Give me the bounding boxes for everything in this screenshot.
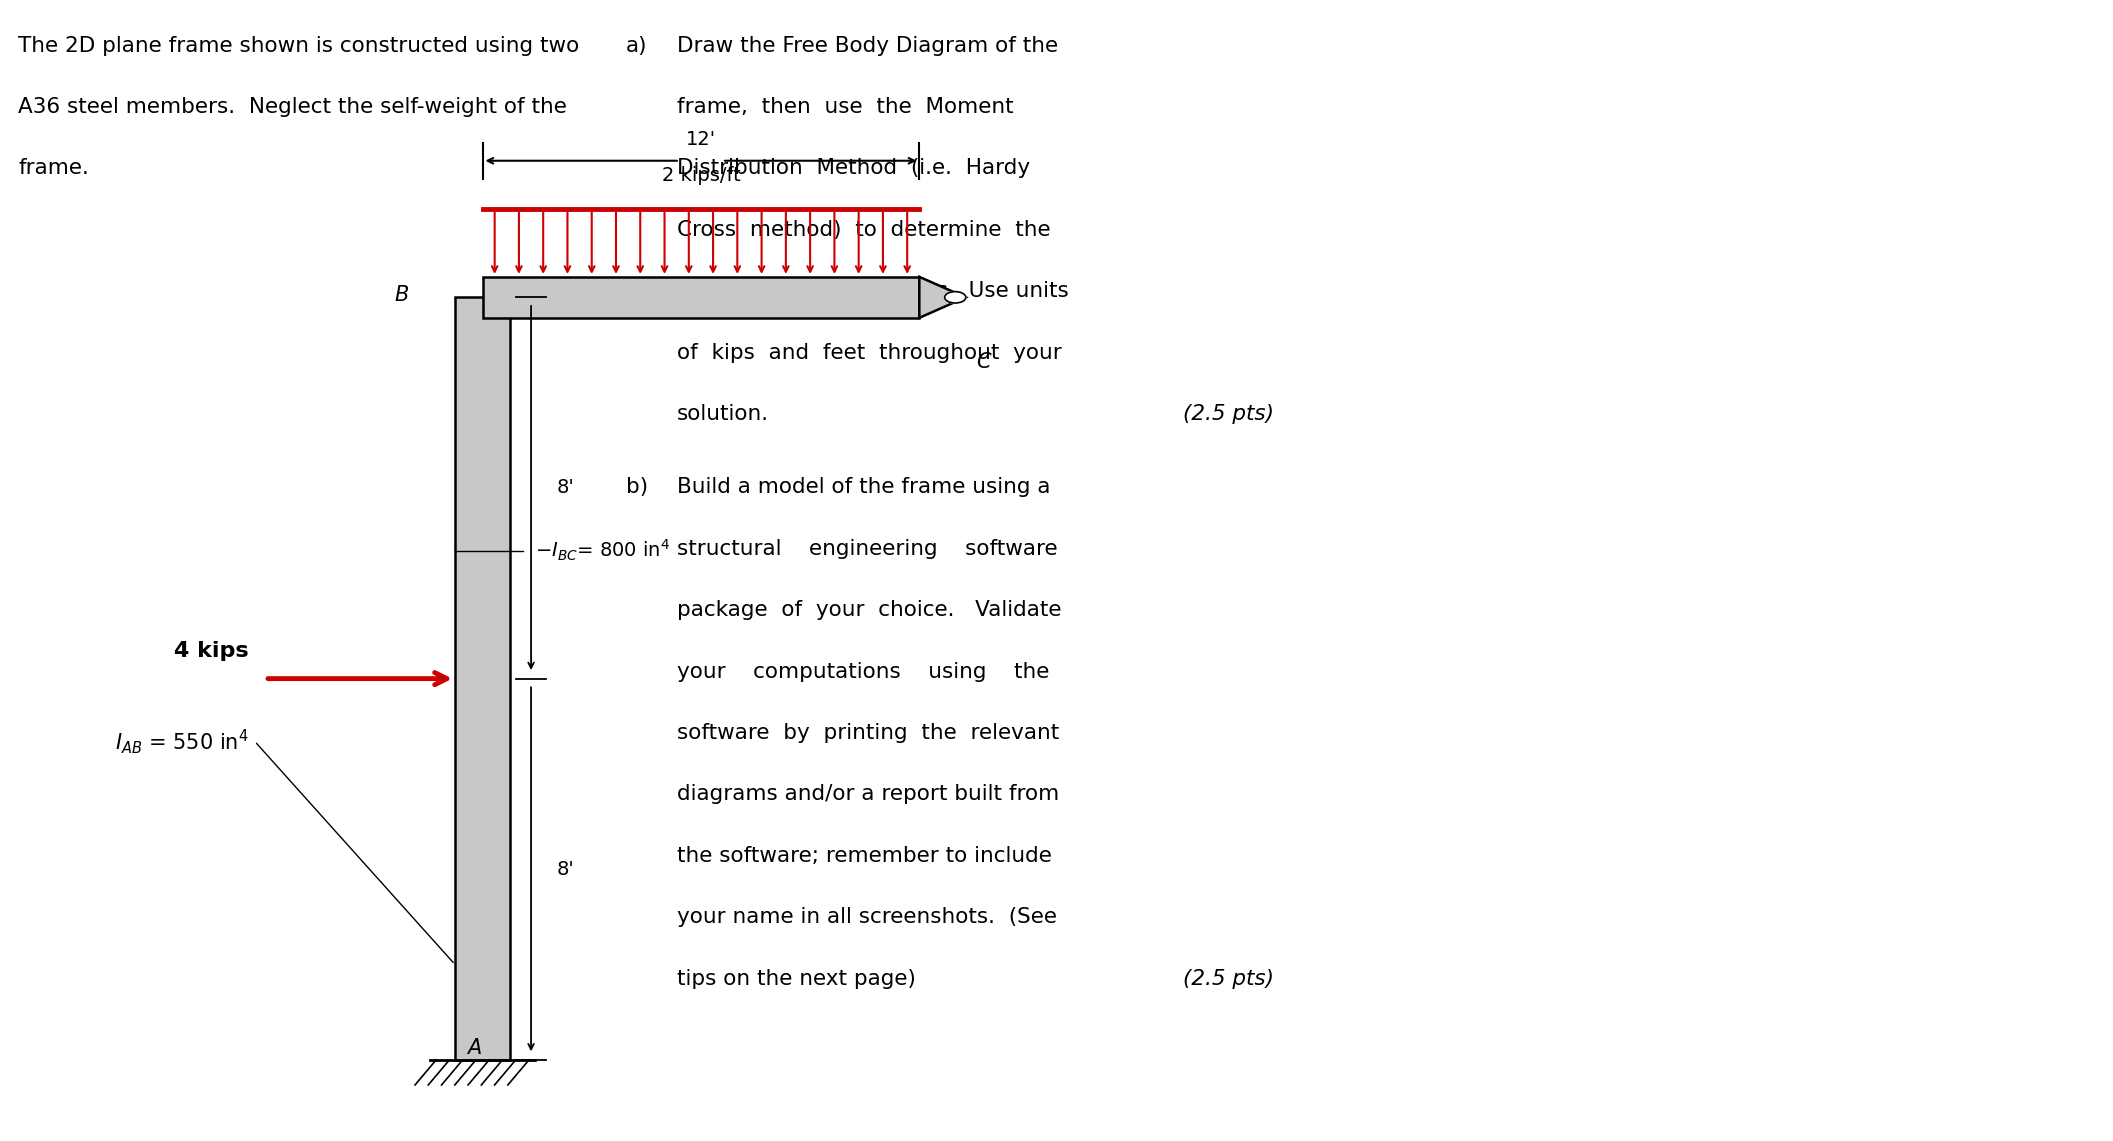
Text: tips on the next page): tips on the next page) [676, 969, 915, 989]
Text: reactions at the supports.  Use units: reactions at the supports. Use units [676, 282, 1069, 301]
Text: $C$: $C$ [976, 351, 993, 372]
Polygon shape [919, 277, 966, 318]
Text: $B$: $B$ [393, 285, 408, 305]
Text: 12': 12' [687, 130, 716, 149]
Text: diagrams and/or a report built from: diagrams and/or a report built from [676, 785, 1059, 804]
Text: A36 steel members.  Neglect the self-weight of the: A36 steel members. Neglect the self-weig… [19, 97, 566, 118]
Text: structural    engineering    software: structural engineering software [676, 539, 1056, 559]
Text: 8': 8' [556, 478, 575, 497]
Text: Distribution  Method  (i.e.  Hardy: Distribution Method (i.e. Hardy [676, 159, 1029, 178]
Text: (2.5 pts): (2.5 pts) [1183, 404, 1274, 424]
Text: solution.: solution. [676, 404, 769, 424]
Bar [454, 298, 509, 1060]
Text: (2.5 pts): (2.5 pts) [1183, 969, 1274, 989]
Bar [482, 277, 919, 318]
Text: your    computations    using    the: your computations using the [676, 662, 1048, 681]
Text: The 2D plane frame shown is constructed using two: The 2D plane frame shown is constructed … [19, 35, 579, 56]
Text: frame.: frame. [19, 159, 89, 178]
Text: a): a) [625, 35, 647, 56]
Text: of  kips  and  feet  throughout  your: of kips and feet throughout your [676, 342, 1061, 363]
Text: Build a model of the frame using a: Build a model of the frame using a [676, 477, 1050, 497]
Text: your name in all screenshots.  (See: your name in all screenshots. (See [676, 907, 1056, 928]
Text: $-I_{BC}$= 800 in$^4$: $-I_{BC}$= 800 in$^4$ [535, 537, 670, 564]
Text: Draw the Free Body Diagram of the: Draw the Free Body Diagram of the [676, 35, 1059, 56]
Text: software  by  printing  the  relevant: software by printing the relevant [676, 723, 1059, 743]
Text: 4 kips: 4 kips [173, 641, 249, 662]
Text: 8': 8' [556, 860, 575, 879]
Text: frame,  then  use  the  Moment: frame, then use the Moment [676, 97, 1014, 118]
Text: Cross  method)  to  determine  the: Cross method) to determine the [676, 220, 1050, 240]
Text: b): b) [625, 477, 649, 497]
Text: 2 kips/ft: 2 kips/ft [661, 167, 740, 186]
Text: the software; remember to include: the software; remember to include [676, 845, 1052, 866]
Text: package  of  your  choice.   Validate: package of your choice. Validate [676, 600, 1061, 620]
Text: $I_{AB}$ = 550 in$^4$: $I_{AB}$ = 550 in$^4$ [114, 727, 249, 755]
Text: $A$: $A$ [467, 1037, 482, 1058]
Circle shape [945, 292, 966, 304]
